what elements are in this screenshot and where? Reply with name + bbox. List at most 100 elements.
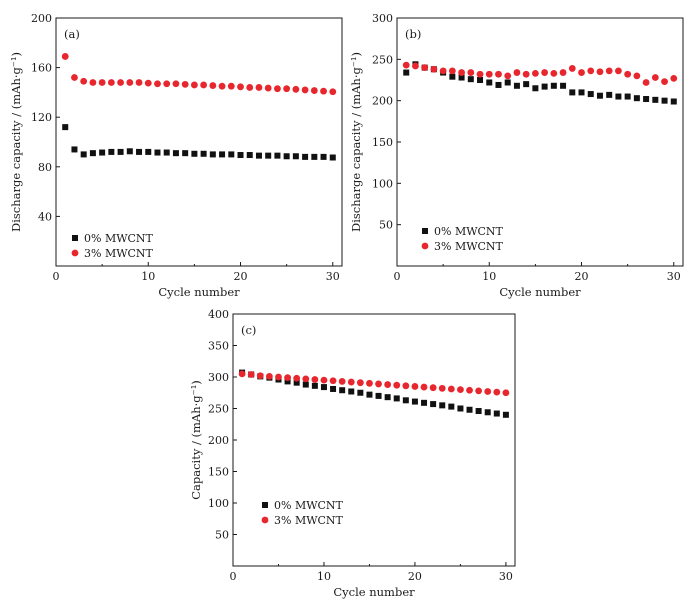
data-point: [366, 391, 373, 398]
data-point: [329, 154, 336, 161]
data-point: [411, 383, 419, 390]
series-square: [403, 61, 677, 105]
data-point: [80, 77, 88, 85]
data-point: [493, 410, 500, 417]
data-point: [458, 74, 465, 81]
data-point: [560, 82, 567, 89]
plot-frame: [55, 17, 343, 267]
data-point: [366, 379, 373, 387]
data-point: [476, 70, 484, 78]
data-point: [504, 72, 512, 80]
data-point: [190, 81, 198, 89]
data-point: [255, 152, 262, 159]
data-point: [209, 82, 217, 89]
data-point: [412, 62, 419, 70]
data-point: [458, 69, 465, 76]
data-point: [61, 53, 69, 60]
data-point: [71, 146, 78, 153]
data-point: [495, 70, 502, 78]
legend-marker-square: [72, 235, 78, 241]
data-point: [541, 83, 548, 90]
data-point: [302, 375, 310, 383]
data-point: [117, 148, 124, 155]
data-point: [642, 79, 650, 86]
data-point: [320, 153, 327, 160]
data-point: [421, 399, 428, 406]
data-point: [71, 74, 78, 81]
chart-panel-b: 0 10 20 30 50 100 150 200 250 300 Cycle number Disc…: [349, 12, 684, 299]
y-tick-label: 200: [208, 434, 229, 447]
data-point: [145, 148, 152, 155]
data-point: [449, 73, 456, 80]
data-point: [163, 80, 171, 88]
data-point: [347, 378, 355, 386]
data-point: [227, 82, 235, 90]
data-point: [522, 70, 530, 78]
data-point: [578, 69, 585, 76]
series-square: [62, 124, 336, 161]
data-point: [457, 386, 464, 393]
data-point: [228, 151, 235, 158]
data-point: [466, 406, 473, 413]
x-tick-label: 30: [667, 270, 681, 283]
data-point: [375, 380, 382, 388]
data-point: [284, 378, 291, 385]
data-point: [606, 91, 613, 98]
y-axis-title: Discharge capacity / (mAh·g⁻¹): [9, 52, 23, 232]
legend-label: 0% MWCNT: [274, 499, 344, 512]
data-point: [402, 382, 410, 390]
x-tick-label: 30: [499, 570, 513, 583]
x-tick-label: 0: [53, 270, 60, 283]
data-point: [448, 67, 456, 75]
data-point: [411, 398, 418, 405]
x-tick-label: 30: [326, 270, 340, 283]
x-axis-title: Cycle number: [158, 285, 240, 299]
legend-marker-circle: [421, 242, 429, 250]
legend: 0% MWCNT 3% MWCNT: [421, 225, 504, 253]
data-point: [587, 91, 594, 98]
y-tick-label: 250: [372, 53, 393, 66]
data-point: [375, 392, 382, 399]
data-point: [62, 124, 69, 131]
data-point: [311, 153, 318, 160]
y-tick-label: 100: [208, 497, 229, 510]
data-point: [466, 386, 473, 394]
data-point: [384, 381, 392, 388]
data-point: [293, 379, 300, 386]
data-point: [484, 388, 492, 395]
data-point: [393, 381, 401, 389]
data-point: [661, 97, 668, 104]
data-point: [550, 69, 558, 77]
data-point: [493, 388, 501, 396]
data-point: [320, 376, 328, 384]
x-tick-label: 10: [317, 570, 331, 583]
series-circle: [402, 61, 678, 86]
data-point: [246, 84, 254, 91]
data-point: [430, 65, 438, 73]
legend-label: 3% MWCNT: [274, 514, 344, 527]
y-tick-label: 50: [215, 529, 229, 542]
data-point: [439, 402, 446, 409]
data-point: [438, 384, 446, 392]
legend: 0% MWCNT 3% MWCNT: [71, 232, 154, 260]
data-point: [531, 69, 539, 77]
data-point: [615, 93, 622, 100]
data-point: [670, 74, 678, 82]
data-point: [301, 86, 309, 94]
data-point: [117, 79, 124, 86]
data-point: [402, 397, 409, 404]
x-tick-label: 10: [482, 270, 496, 283]
x-tick-label: 20: [234, 270, 248, 283]
y-tick-label: 40: [38, 210, 52, 223]
data-point: [311, 382, 318, 389]
data-point: [624, 70, 632, 78]
x-tick-label: 10: [141, 270, 155, 283]
data-point: [329, 88, 337, 96]
y-tick-label: 400: [208, 308, 229, 321]
data-point: [99, 149, 106, 156]
data-point: [467, 76, 474, 83]
data-point: [652, 96, 659, 103]
data-point: [163, 149, 170, 156]
y-tick-label: 200: [372, 95, 393, 108]
